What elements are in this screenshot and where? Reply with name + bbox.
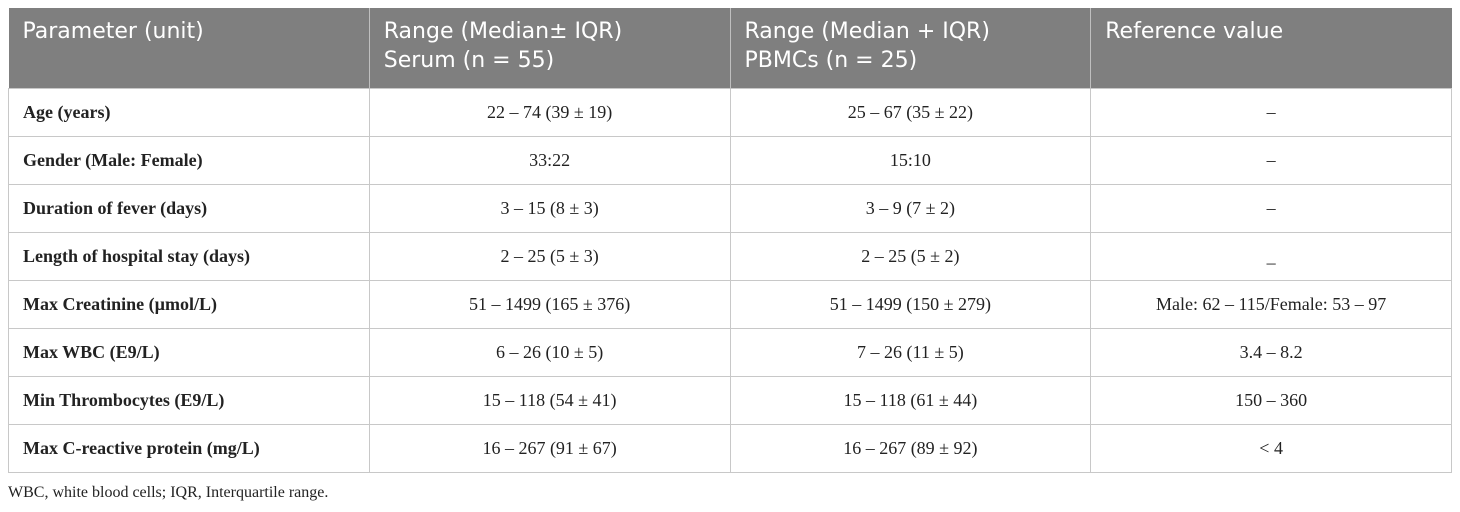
value-cell: 15 – 118 (54 ± 41) [368, 376, 731, 425]
parameter-cell: Max WBC (E9/L) [8, 328, 370, 377]
value-cell: 2 – 25 (5 ± 3) [368, 232, 731, 281]
value-cell: Male: 62 – 115/Female: 53 – 97 [1090, 280, 1452, 329]
value-cell: 2 – 25 (5 ± 2) [729, 232, 1092, 281]
value-cell: 51 – 1499 (165 ± 376) [368, 280, 731, 329]
value-cell: – [1090, 88, 1452, 137]
parameter-cell: Max C-reactive protein (mg/L) [8, 424, 370, 473]
header-cell: Range (Median + IQR) PBMCs (n = 25) [730, 8, 1092, 89]
header-text: Range (Median± IQR) [383, 19, 623, 44]
header-text: Reference value [1105, 19, 1284, 44]
value-cell: 25 – 67 (35 ± 22) [729, 88, 1092, 137]
value-cell: 51 – 1499 (150 ± 279) [729, 280, 1092, 329]
value-cell: _ [1090, 232, 1452, 281]
table-body: Age (years) 22 – 74 (39 ± 19) 25 – 67 (35 … [8, 88, 1452, 473]
value-cell: 16 – 267 (91 ± 67) [368, 424, 731, 473]
table-row: Max WBC (E9/L) 6 – 26 (10 ± 5) 7 – 26 (11 … [8, 328, 1452, 377]
parameter-cell: Duration of fever (days) [8, 184, 370, 233]
header-text: Range (Median + IQR) [744, 19, 990, 44]
footnote: WBC, white blood cells; IQR, Interquarti… [8, 484, 329, 501]
parameter-cell: Max Creatinine (µmol/L) [8, 280, 370, 329]
value-cell: 7 – 26 (11 ± 5) [729, 328, 1092, 377]
value-cell: 33:22 [368, 136, 731, 185]
table-row: Gender (Male: Female) 33:22 15:10– [8, 136, 1452, 185]
value-cell: 6 – 26 (10 ± 5) [368, 328, 731, 377]
value-cell: – [1090, 136, 1452, 185]
header-text: Serum (n = 55) [383, 48, 555, 73]
value-cell: 16 – 267 (89 ± 92) [729, 424, 1092, 473]
header-text: PBMCs (n = 25) [744, 48, 918, 73]
parameter-cell: Min Thrombocytes (E9/L) [8, 376, 370, 425]
value-cell: 15:10 [729, 136, 1092, 185]
table-header: Parameter (unit) Range (Median± IQR) Serum… [8, 8, 1452, 89]
value-cell: 150 – 360 [1090, 376, 1452, 425]
parameter-cell: Gender (Male: Female) [8, 136, 370, 185]
header-row: Parameter (unit) Range (Median± IQR) Serum… [8, 8, 1452, 89]
table-row: Max Creatinine (µmol/L) 51 – 1499 (165 ± … [8, 280, 1452, 329]
value-cell: 3.4 – 8.2 [1090, 328, 1452, 377]
value-cell: < 4 [1090, 424, 1452, 473]
table-row: Max C-reactive protein (mg/L) 16 – 267 (9… [8, 424, 1452, 473]
value-cell: – [1090, 184, 1452, 233]
header-cell: Range (Median± IQR) Serum (n = 55) [369, 8, 731, 89]
parameter-cell: Length of hospital stay (days) [8, 232, 370, 281]
data-table: Parameter (unit) Range (Median± IQR) Serum… [8, 8, 1452, 473]
table-row: Duration of fever (days) 3 – 15 (8 ± 3) 3 … [8, 184, 1452, 233]
table-row: Age (years) 22 – 74 (39 ± 19) 25 – 67 (35 … [8, 88, 1452, 137]
value-cell: 3 – 15 (8 ± 3) [368, 184, 731, 233]
value-cell: 3 – 9 (7 ± 2) [729, 184, 1092, 233]
table-row: Min Thrombocytes (E9/L) 15 – 118 (54 ± 41… [8, 376, 1452, 425]
header-text: Parameter (unit) [22, 19, 204, 44]
value-cell: 15 – 118 (61 ± 44) [729, 376, 1092, 425]
header-cell: Parameter (unit) [8, 8, 370, 89]
header-cell: Reference value [1090, 8, 1452, 89]
parameter-cell: Age (years) [8, 88, 370, 137]
value-cell: 22 – 74 (39 ± 19) [368, 88, 731, 137]
table-row: Length of hospital stay (days) 2 – 25 (5 … [8, 232, 1452, 281]
